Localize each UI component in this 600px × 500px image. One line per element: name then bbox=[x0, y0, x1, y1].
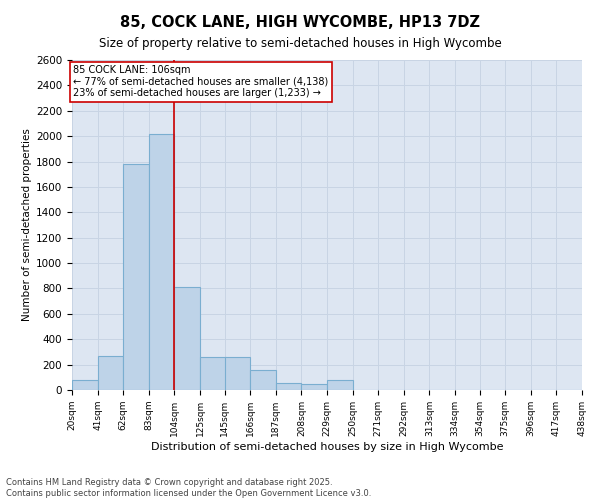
Bar bbox=[250, 370, 276, 390]
Bar bbox=[224, 357, 250, 390]
Bar bbox=[327, 380, 353, 390]
Bar bbox=[301, 384, 327, 390]
Text: 85, COCK LANE, HIGH WYCOMBE, HP13 7DZ: 85, COCK LANE, HIGH WYCOMBE, HP13 7DZ bbox=[120, 15, 480, 30]
Bar bbox=[200, 357, 226, 390]
Bar bbox=[276, 383, 301, 390]
X-axis label: Distribution of semi-detached houses by size in High Wycombe: Distribution of semi-detached houses by … bbox=[151, 442, 503, 452]
Bar bbox=[98, 356, 123, 390]
Bar bbox=[72, 380, 98, 390]
Text: Contains HM Land Registry data © Crown copyright and database right 2025.
Contai: Contains HM Land Registry data © Crown c… bbox=[6, 478, 371, 498]
Bar bbox=[123, 164, 149, 390]
Bar bbox=[175, 287, 200, 390]
Text: Size of property relative to semi-detached houses in High Wycombe: Size of property relative to semi-detach… bbox=[98, 38, 502, 51]
Bar bbox=[149, 134, 175, 390]
Y-axis label: Number of semi-detached properties: Number of semi-detached properties bbox=[22, 128, 32, 322]
Text: 85 COCK LANE: 106sqm
← 77% of semi-detached houses are smaller (4,138)
23% of se: 85 COCK LANE: 106sqm ← 77% of semi-detac… bbox=[73, 65, 328, 98]
